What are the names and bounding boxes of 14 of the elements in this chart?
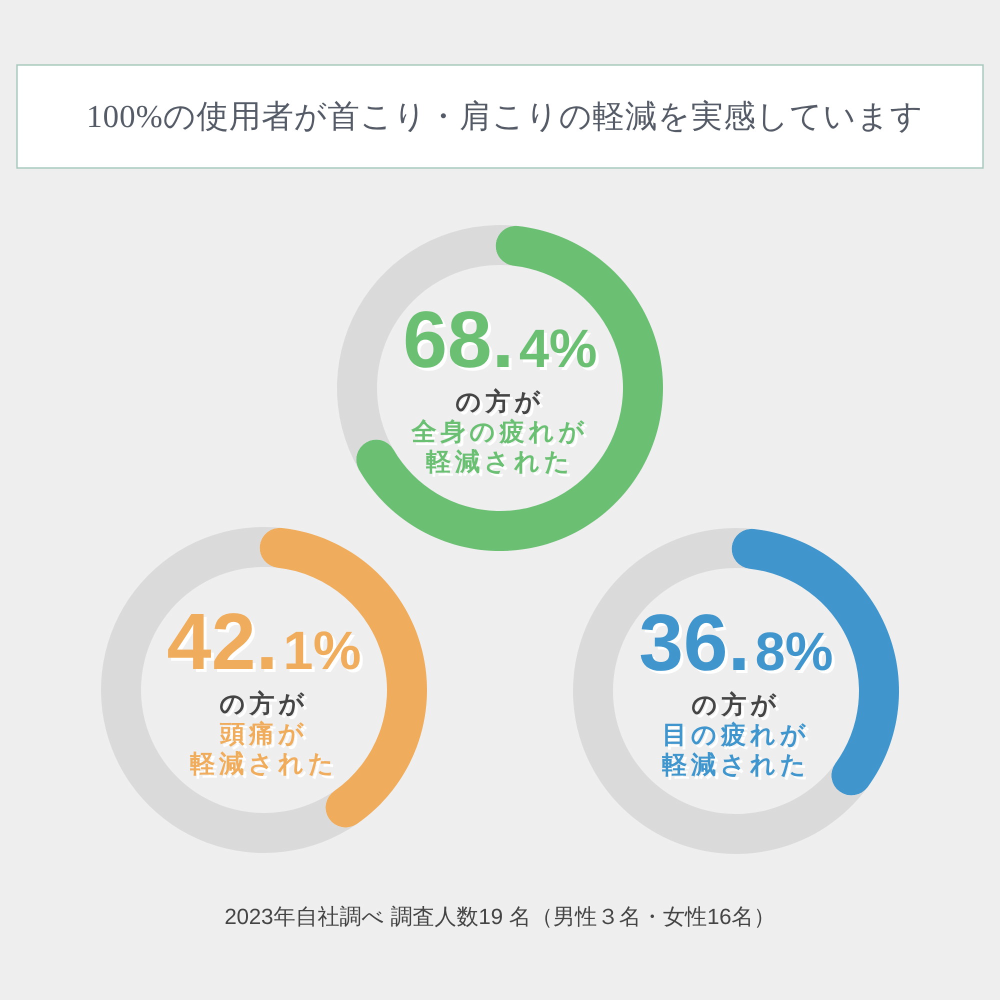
text: 軽減された [662, 750, 810, 779]
text: 全身の疲れが [410, 417, 588, 446]
text: の方が [456, 387, 544, 416]
text: の方が [692, 690, 780, 719]
text: 軽減された [426, 447, 574, 476]
text: の方が [220, 689, 308, 718]
text: 2023年自社調べ 調査人数19 名（男性３名・女性16名） [224, 904, 776, 929]
text: 軽減された [190, 749, 338, 778]
data-label: 36.8% [638, 598, 834, 687]
data-label: 68.4% [402, 295, 598, 384]
text: 目の疲れが [662, 720, 810, 749]
chart-title: 100%の使用者が首こり・肩こりの軽減を実感しています [86, 98, 924, 134]
data-label: 42.1% [166, 597, 362, 686]
text: 頭痛が [219, 719, 308, 748]
